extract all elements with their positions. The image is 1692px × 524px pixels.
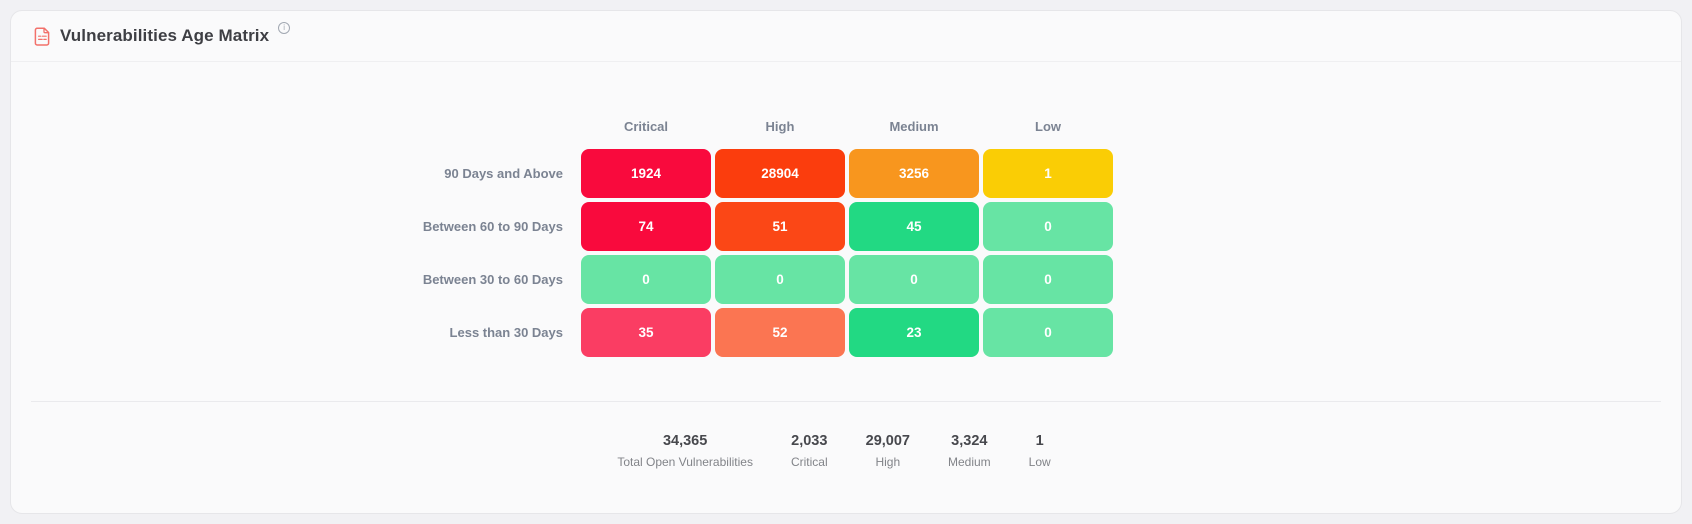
age-matrix: Critical High Medium Low 90 Days and Abo…: [363, 119, 1681, 357]
summary-value: 29,007: [865, 433, 910, 449]
summary-low: 1 Low: [1029, 433, 1051, 469]
matrix-cell-less30-critical[interactable]: 35: [581, 308, 711, 357]
summary-value: 1: [1035, 433, 1044, 449]
page-title: Vulnerabilities Age Matrix: [60, 26, 270, 45]
matrix-cell-less30-high[interactable]: 52: [715, 308, 845, 357]
matrix-cell-60to90-critical[interactable]: 74: [581, 202, 711, 251]
matrix-cell-30to60-high[interactable]: 0: [715, 255, 845, 304]
card-body: Critical High Medium Low 90 Days and Abo…: [11, 62, 1681, 469]
matrix-column-headers: Critical High Medium Low: [363, 119, 1681, 134]
column-header-medium: Medium: [889, 119, 939, 134]
card-header: Vulnerabilities Age Matrix i: [11, 11, 1681, 62]
column-header-critical: Critical: [623, 119, 669, 134]
matrix-cell-90days-critical[interactable]: 1924: [581, 149, 711, 198]
matrix-row-between-30-60-days: Between 30 to 60 Days 0 0 0 0: [363, 255, 1681, 304]
matrix-row-90-days-and-above: 90 Days and Above 1924 28904 3256 1: [363, 149, 1681, 198]
summary-label: High: [875, 455, 901, 469]
matrix-cell-30to60-low[interactable]: 0: [983, 255, 1113, 304]
matrix-row-less-than-30-days: Less than 30 Days 35 52 23 0: [363, 308, 1681, 357]
summary-value: 34,365: [662, 433, 708, 449]
matrix-cell-60to90-low[interactable]: 0: [983, 202, 1113, 251]
summary-critical: 2,033 Critical: [791, 433, 828, 469]
matrix-cell-30to60-critical[interactable]: 0: [581, 255, 711, 304]
matrix-cell-90days-high[interactable]: 28904: [715, 149, 845, 198]
matrix-cell-60to90-medium[interactable]: 45: [849, 202, 979, 251]
summary-label: Total Open Vulnerabilities: [617, 455, 753, 469]
summary-label: Critical: [790, 455, 828, 469]
summary-total-open: 34,365 Total Open Vulnerabilities: [617, 433, 753, 469]
row-label: Less than 30 Days: [449, 325, 563, 340]
matrix-cell-60to90-high[interactable]: 51: [715, 202, 845, 251]
summary-value: 2,033: [791, 433, 828, 449]
summary-label: Low: [1028, 455, 1051, 469]
summary-value: 3,324: [951, 433, 988, 449]
summary-totals: 34,365 Total Open Vulnerabilities 2,033 …: [11, 433, 1669, 469]
document-icon: [34, 26, 51, 46]
matrix-cell-less30-low[interactable]: 0: [983, 308, 1113, 357]
matrix-row-between-60-90-days: Between 60 to 90 Days 74 51 45 0: [363, 202, 1681, 251]
summary-divider: [31, 401, 1661, 402]
vulnerabilities-age-matrix-card: Vulnerabilities Age Matrix i Critical Hi…: [10, 10, 1682, 514]
info-circle-icon[interactable]: i: [278, 22, 291, 34]
matrix-cell-90days-medium[interactable]: 3256: [849, 149, 979, 198]
matrix-cell-30to60-medium[interactable]: 0: [849, 255, 979, 304]
summary-high: 29,007 High: [866, 433, 910, 469]
matrix-cell-90days-low[interactable]: 1: [983, 149, 1113, 198]
row-label: 90 Days and Above: [444, 166, 563, 181]
summary-medium: 3,324 Medium: [948, 433, 991, 469]
row-label: Between 30 to 60 Days: [422, 272, 563, 287]
matrix-cell-less30-medium[interactable]: 23: [849, 308, 979, 357]
summary-label: Medium: [947, 455, 991, 469]
column-header-low: Low: [1035, 119, 1061, 134]
row-label: Between 60 to 90 Days: [422, 219, 563, 234]
column-header-high: High: [765, 119, 795, 134]
